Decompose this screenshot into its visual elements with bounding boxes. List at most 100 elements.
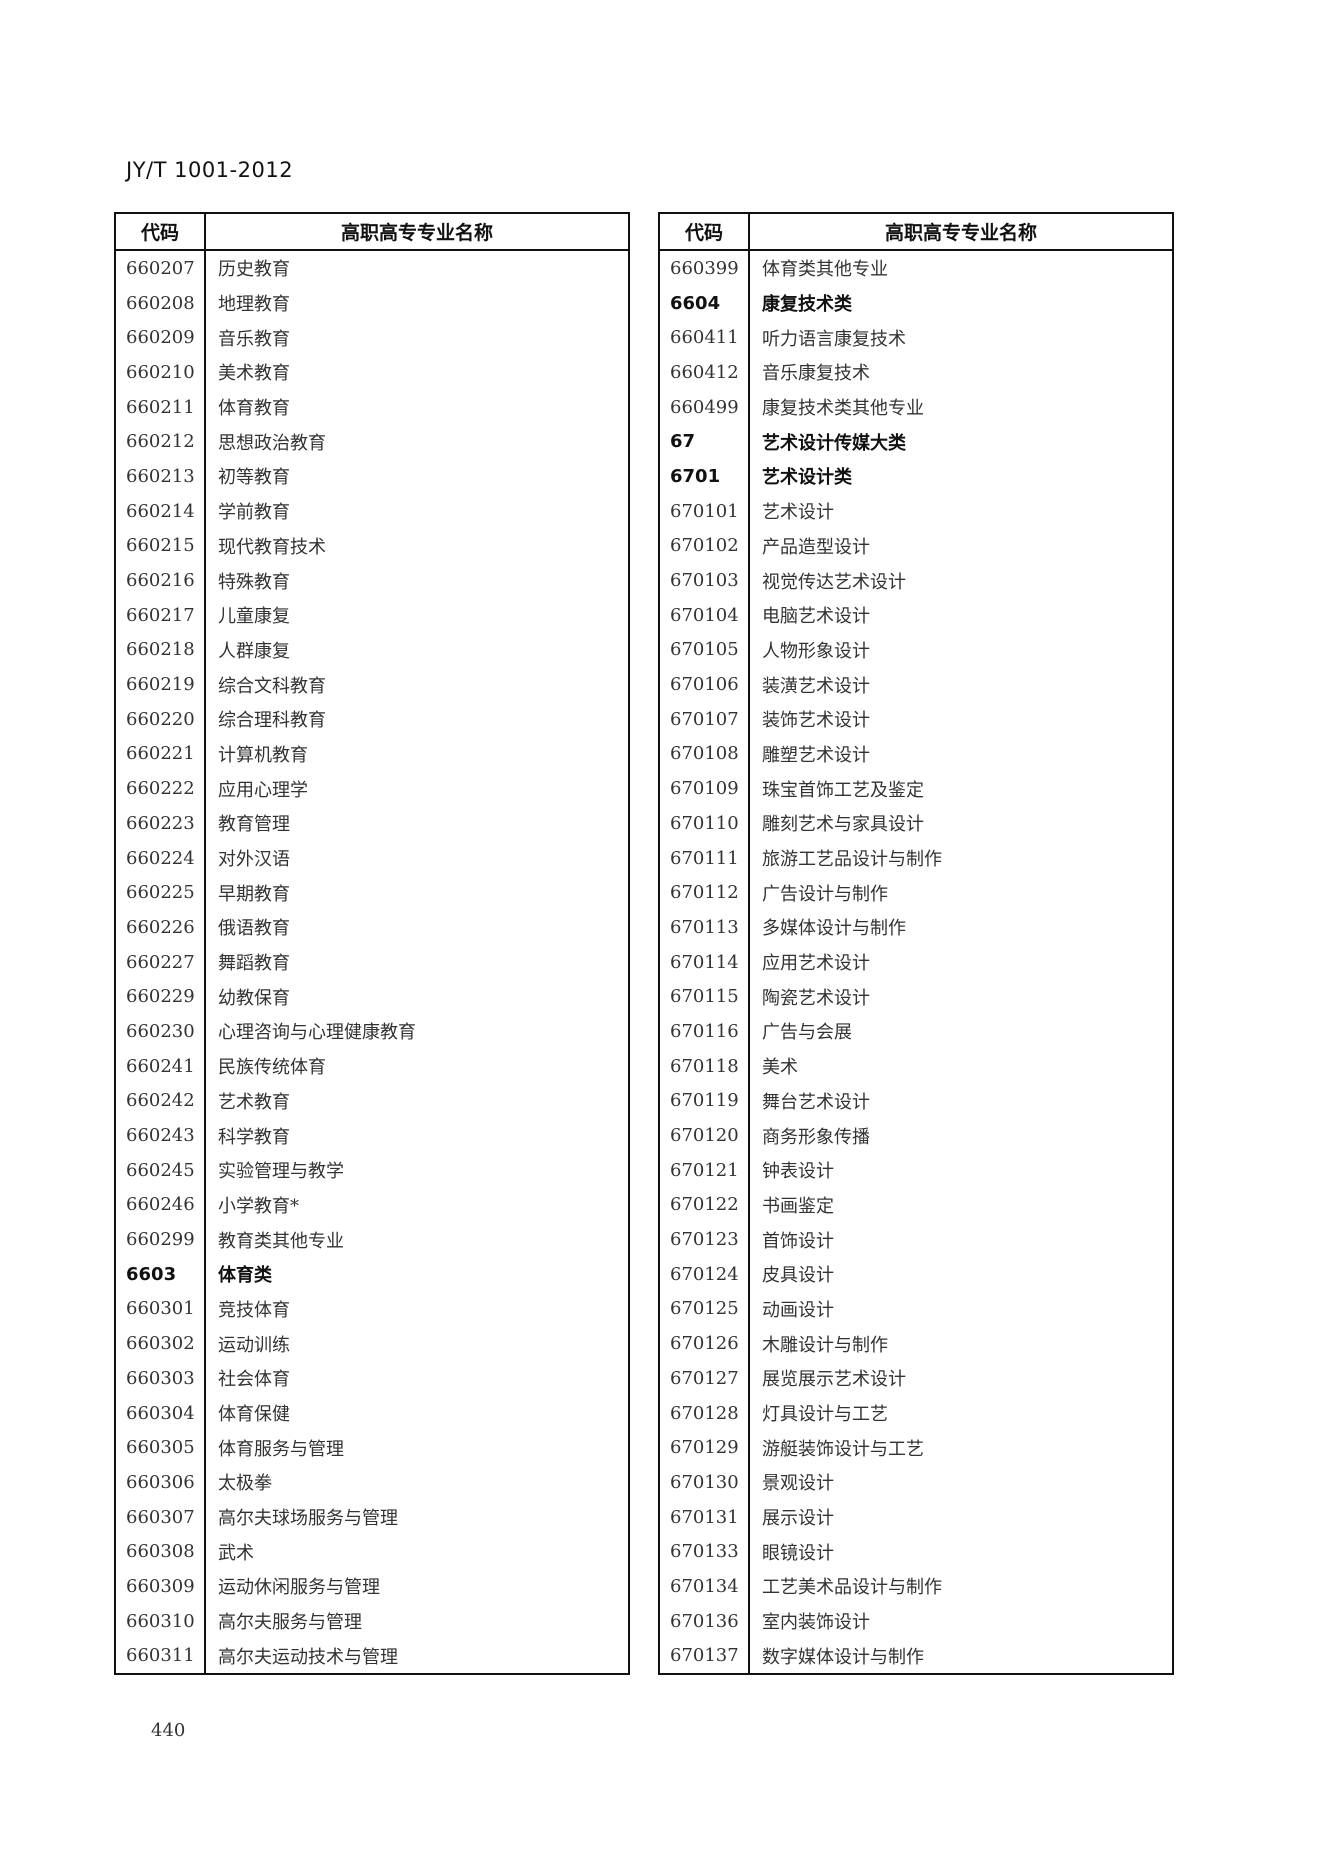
table-row: 660303 社会体育 xyxy=(115,1361,629,1396)
table-row: 670104 电脑艺术设计 xyxy=(659,597,1173,633)
major-name: 音乐康复技术 xyxy=(762,363,870,385)
major-code: 670127 xyxy=(659,1361,750,1396)
table-row: 670134 工艺美术品设计与制作 xyxy=(659,1569,1173,1604)
major-code: 660229 xyxy=(115,979,206,1015)
major-code: 670130 xyxy=(659,1465,750,1500)
table-row: 660224 对外汉语 xyxy=(115,840,629,876)
major-code: 660208 xyxy=(115,285,206,321)
major-name: 室内装饰设计 xyxy=(762,1612,870,1634)
major-name: 康复技术类其他专业 xyxy=(762,398,924,420)
table-row: 670126 木雕设计与制作 xyxy=(659,1326,1173,1361)
table-row: 670110 雕刻艺术与家具设计 xyxy=(659,806,1173,841)
table-row: 670125 动画设计 xyxy=(659,1291,1173,1327)
major-name: 艺术设计 xyxy=(762,502,834,524)
major-code: 670122 xyxy=(659,1187,750,1223)
major-name: 广告设计与制作 xyxy=(762,883,888,905)
major-code: 660311 xyxy=(115,1638,206,1675)
table-row: 660225 早期教育 xyxy=(115,875,629,911)
major-name: 综合文科教育 xyxy=(218,675,326,697)
major-name: 人群康复 xyxy=(218,640,290,662)
major-name: 陶瓷艺术设计 xyxy=(762,987,870,1009)
major-code: 660242 xyxy=(115,1083,206,1119)
category-row: 6604 康复技术类 xyxy=(659,285,1173,321)
major-code: 6701 xyxy=(659,459,750,494)
major-name: 多媒体设计与制作 xyxy=(762,918,906,940)
major-code: 660306 xyxy=(115,1465,206,1500)
table-row: 670127 展览展示艺术设计 xyxy=(659,1361,1173,1396)
table-row: 660499 康复技术类其他专业 xyxy=(659,389,1173,425)
major-name: 应用心理学 xyxy=(218,779,308,801)
major-name: 景观设计 xyxy=(762,1473,834,1495)
major-name: 广告与会展 xyxy=(762,1022,852,1044)
major-code: 670126 xyxy=(659,1326,750,1361)
major-code: 660211 xyxy=(115,389,206,425)
major-code: 670108 xyxy=(659,736,750,772)
major-code: 670111 xyxy=(659,840,750,876)
major-code: 670101 xyxy=(659,493,750,529)
major-name: 美术 xyxy=(762,1057,798,1079)
table-row: 660217 儿童康复 xyxy=(115,597,629,633)
major-name: 木雕设计与制作 xyxy=(762,1334,888,1356)
major-table-left: 代码 高职高专专业名称 660207 历史教育 660208 地理教育 660209 音乐… xyxy=(114,212,630,1676)
major-name: 社会体育 xyxy=(218,1369,290,1391)
major-name: 高尔夫球场服务与管理 xyxy=(218,1508,398,1530)
major-name: 运动休闲服务与管理 xyxy=(218,1577,380,1599)
major-code: 6603 xyxy=(115,1256,206,1292)
major-code: 660243 xyxy=(115,1118,206,1153)
table-row: 670107 装饰艺术设计 xyxy=(659,701,1173,737)
major-code: 670106 xyxy=(659,667,750,702)
major-code: 660214 xyxy=(115,493,206,529)
major-code: 670112 xyxy=(659,875,750,911)
major-name: 舞台艺术设计 xyxy=(762,1091,870,1113)
major-code: 660246 xyxy=(115,1187,206,1223)
table-row: 660241 民族传统体育 xyxy=(115,1048,629,1084)
major-name: 首饰设计 xyxy=(762,1230,834,1252)
column-header-name: 高职高专专业名称 xyxy=(749,213,1173,251)
major-code: 660209 xyxy=(115,320,206,356)
major-name: 体育类 xyxy=(218,1265,272,1287)
category-row: 6603 体育类 xyxy=(115,1256,629,1292)
category-row: 67 艺术设计传媒大类 xyxy=(659,424,1173,460)
major-name: 早期教育 xyxy=(218,883,290,905)
major-code: 660309 xyxy=(115,1569,206,1604)
page-number: 440 xyxy=(151,1720,186,1741)
major-name: 体育保健 xyxy=(218,1404,290,1426)
major-code: 660301 xyxy=(115,1291,206,1327)
table-row: 670120 商务形象传播 xyxy=(659,1118,1173,1153)
major-name: 书画鉴定 xyxy=(762,1195,834,1217)
major-name: 特殊教育 xyxy=(218,571,290,593)
table-row: 670112 广告设计与制作 xyxy=(659,875,1173,911)
major-code: 670128 xyxy=(659,1395,750,1431)
table-row: 660230 心理咨询与心理健康教育 xyxy=(115,1014,629,1049)
major-name: 舞蹈教育 xyxy=(218,953,290,975)
major-code: 660399 xyxy=(659,250,750,286)
table-row: 660216 特殊教育 xyxy=(115,563,629,598)
major-code: 670116 xyxy=(659,1014,750,1049)
table-row: 660215 现代教育技术 xyxy=(115,528,629,564)
major-code: 660216 xyxy=(115,563,206,598)
table-row: 670130 景观设计 xyxy=(659,1465,1173,1500)
major-code: 670103 xyxy=(659,563,750,598)
table-row: 670124 皮具设计 xyxy=(659,1256,1173,1292)
major-code: 660304 xyxy=(115,1395,206,1431)
table-row: 660305 体育服务与管理 xyxy=(115,1430,629,1466)
major-code: 660299 xyxy=(115,1222,206,1257)
major-name: 艺术设计传媒大类 xyxy=(762,432,906,454)
table-row: 660245 实验管理与教学 xyxy=(115,1152,629,1188)
column-header-code: 代码 xyxy=(659,213,750,251)
table-row: 660212 思想政治教育 xyxy=(115,424,629,460)
major-code: 670113 xyxy=(659,910,750,945)
major-name: 体育服务与管理 xyxy=(218,1438,344,1460)
major-code: 660230 xyxy=(115,1014,206,1049)
major-name: 初等教育 xyxy=(218,467,290,489)
table-row: 670133 眼镜设计 xyxy=(659,1534,1173,1570)
table-row: 660308 武术 xyxy=(115,1534,629,1570)
table-row: 660306 太极拳 xyxy=(115,1465,629,1500)
major-code: 670115 xyxy=(659,979,750,1015)
major-code: 670131 xyxy=(659,1499,750,1535)
table-row: 660210 美术教育 xyxy=(115,355,629,390)
major-code: 670120 xyxy=(659,1118,750,1153)
table-row: 670116 广告与会展 xyxy=(659,1014,1173,1049)
major-code: 670129 xyxy=(659,1430,750,1466)
table-row: 660223 教育管理 xyxy=(115,806,629,841)
